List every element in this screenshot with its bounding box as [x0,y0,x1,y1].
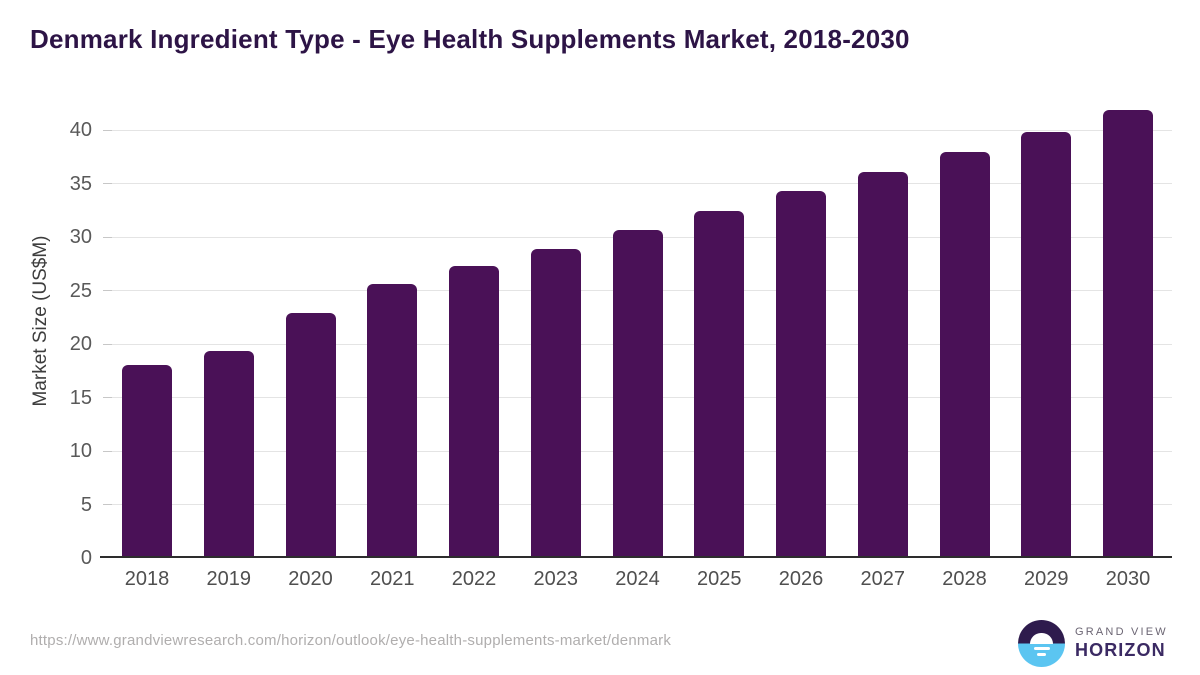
x-tick-label: 2020 [288,568,333,590]
plot-area: 0 5 10 15 20 25 30 35 40 2018 2019 2020 2021 2022 2023… [70,95,1172,590]
y-tick-label: 35 [69,172,92,195]
source-url: https://www.grandviewresearch.com/horizo… [30,632,672,649]
bar-2018 [122,364,172,556]
y-tick-label: 5 [80,493,92,516]
bar-2027 [857,172,908,556]
bar-2020 [285,313,336,556]
x-tick-label: 2025 [697,568,742,590]
chart-title: Denmark Ingredient Type - Eye Health Sup… [30,24,910,54]
bar-2021 [367,284,418,556]
x-tick-label: 2024 [615,568,660,590]
bar-2024 [612,229,663,556]
x-axis-line [100,556,1172,558]
y-tick-mark [103,504,112,506]
logo-product-name: HORIZON [1075,640,1166,660]
y-axis-label-text: Market Size (US$M) [30,235,51,407]
y-tick-mark [103,129,112,131]
logo-brand-name: GRAND VIEW [1075,626,1168,638]
y-tick-label: 10 [69,440,92,463]
bar-2023 [530,249,581,556]
x-tick-label: 2022 [451,568,497,590]
x-tick-label: 2027 [860,568,906,590]
x-tick-label: 2018 [124,568,170,590]
bar-2026 [776,191,826,556]
bar-2030 [1103,110,1153,556]
y-tick-mark [103,183,112,185]
y-tick-label: 15 [69,386,92,409]
y-tick-mark [103,236,112,238]
x-tick-label: 2028 [942,568,987,590]
bar-2019 [203,350,254,556]
y-tick-label: 0 [80,547,92,569]
bar-2028 [939,151,990,556]
bar-2022 [449,266,499,556]
y-tick-label: 25 [69,279,92,302]
x-tick-label: 2023 [533,568,579,590]
y-tick-label: 20 [69,333,92,356]
y-tick-mark [103,343,112,345]
x-tick-label: 2029 [1024,568,1069,590]
x-tick-label: 2026 [778,568,824,590]
x-tick-label: 2021 [370,568,415,590]
bar-2029 [1021,131,1072,556]
gridline [103,129,1172,131]
y-tick-mark [103,397,112,399]
sunrise-dome-shape [1030,632,1053,644]
logo-text: GRAND VIEW HORIZON [1075,626,1168,661]
horizon-sunrise-icon [1018,620,1065,667]
y-tick-label: 40 [69,119,92,142]
water-reflection-line [1037,653,1046,657]
x-tick-label: 2030 [1105,568,1151,590]
x-tick-label: 2019 [206,568,252,590]
grand-view-horizon-logo: GRAND VIEW HORIZON [1018,620,1170,668]
bar-2025 [694,210,745,556]
y-tick-label: 30 [69,226,92,249]
y-tick-mark [103,450,112,452]
water-reflection-line [1033,647,1050,651]
gridline [103,183,1172,185]
y-tick-mark [103,290,112,292]
